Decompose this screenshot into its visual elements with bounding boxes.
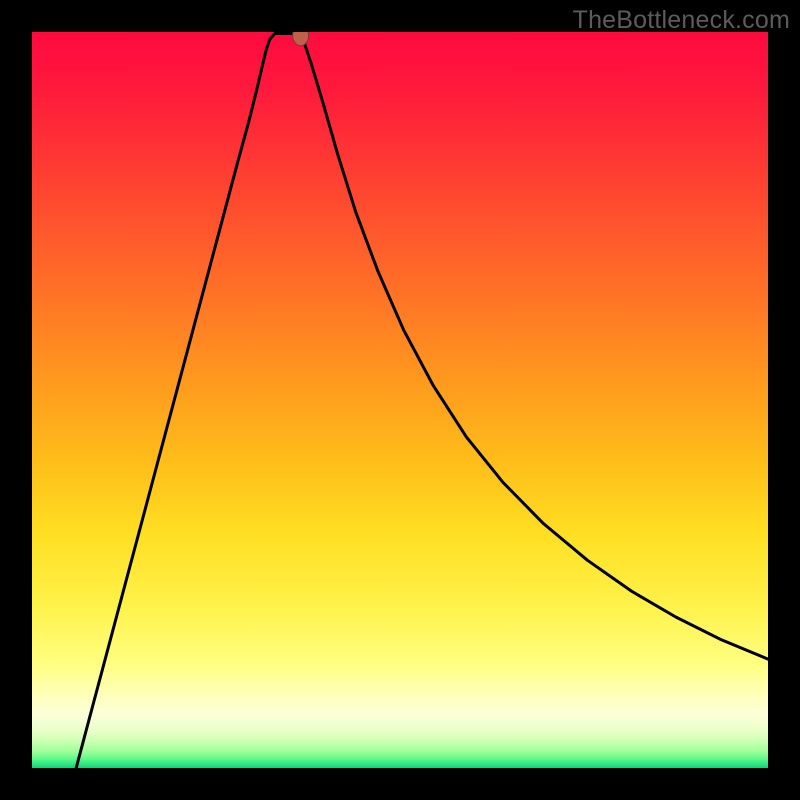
watermark-text: TheBottleneck.com bbox=[573, 6, 790, 35]
target-marker bbox=[293, 32, 309, 46]
bottleneck-curve bbox=[76, 33, 768, 768]
chart-container: TheBottleneck.com bbox=[0, 0, 800, 800]
curve-svg bbox=[32, 32, 768, 768]
plot-area bbox=[32, 32, 768, 768]
